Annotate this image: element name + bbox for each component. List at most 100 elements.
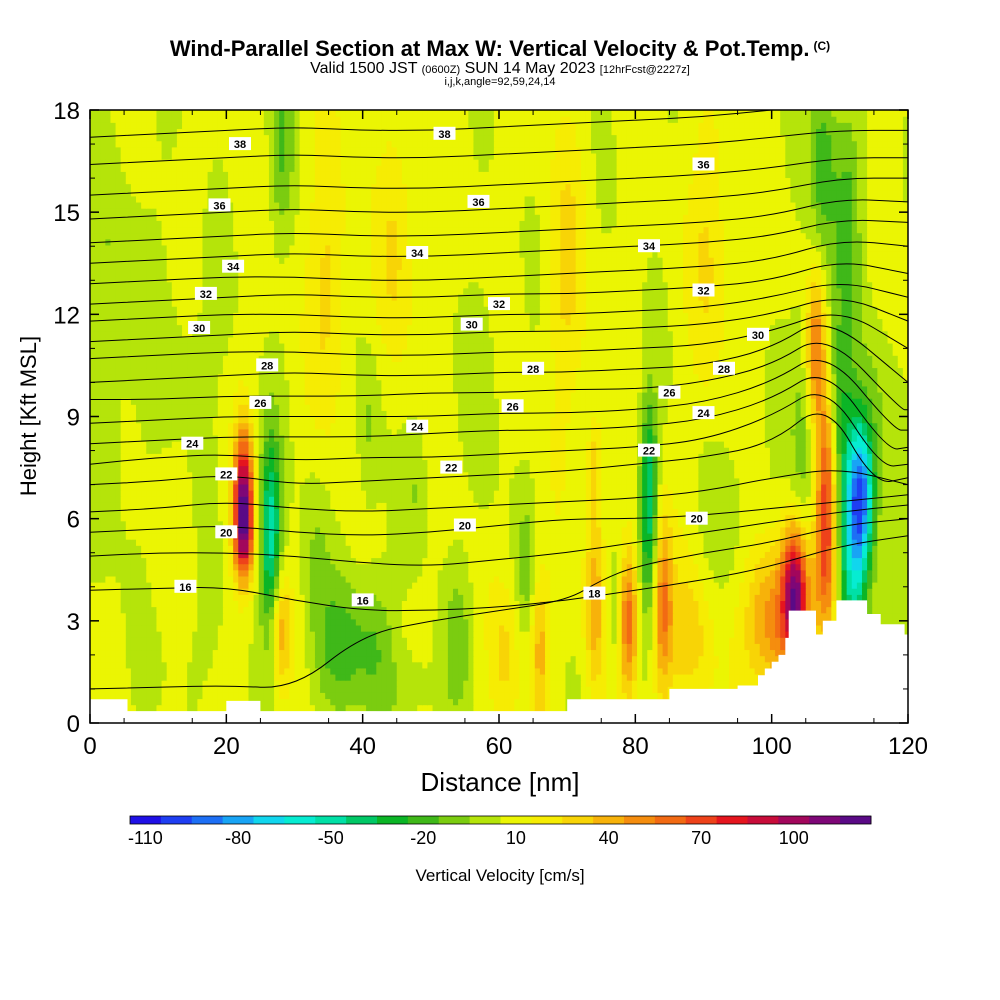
heatmap-cell	[187, 698, 193, 706]
heatmap-cell	[330, 637, 336, 644]
heatmap-cell	[447, 532, 454, 540]
heatmap-cell	[790, 600, 797, 608]
heatmap-cell	[601, 673, 607, 681]
heatmap-cell	[161, 575, 168, 583]
heatmap-cell	[478, 686, 485, 693]
heatmap-cell	[233, 539, 239, 546]
heatmap-cell	[606, 673, 613, 681]
heatmap-cell	[156, 667, 163, 675]
heatmap-cell	[391, 649, 398, 657]
heatmap-cell	[463, 686, 469, 693]
heatmap-cell	[105, 569, 112, 577]
heatmap-cell	[601, 655, 607, 663]
heatmap-cell	[207, 624, 214, 632]
heatmap-cell	[851, 545, 858, 552]
heatmap-cell	[391, 545, 398, 552]
heatmap-cell	[386, 673, 393, 681]
heatmap-cell	[677, 661, 684, 669]
heatmap-cell	[688, 545, 694, 552]
heatmap-cell	[795, 551, 802, 559]
heatmap-cell	[412, 698, 418, 706]
heatmap-cell	[672, 667, 679, 675]
heatmap-cell	[217, 582, 224, 589]
heatmap-cell	[202, 532, 209, 540]
heatmap-cell	[294, 588, 301, 595]
heatmap-cell	[442, 594, 449, 601]
heatmap-cell	[401, 563, 408, 571]
heatmap-cell	[166, 692, 173, 700]
heatmap-cell	[734, 631, 740, 638]
heatmap-cell	[335, 655, 342, 663]
heatmap-cell	[652, 606, 659, 614]
heatmap-cell	[452, 680, 459, 687]
heatmap-cell	[355, 692, 362, 700]
heatmap-cell	[887, 563, 894, 571]
heatmap-cell	[693, 557, 699, 565]
heatmap-cell	[555, 563, 561, 571]
heatmap-cell	[729, 661, 735, 669]
heatmap-cell	[182, 594, 188, 601]
heatmap-cell	[652, 637, 659, 644]
heatmap-cell	[555, 686, 561, 693]
heatmap-cell	[795, 545, 802, 552]
heatmap-cell	[478, 575, 485, 583]
heatmap-cell	[110, 624, 117, 632]
heatmap-cell	[749, 545, 756, 552]
heatmap-cell	[683, 539, 689, 546]
heatmap-cell	[560, 606, 567, 614]
heatmap-cell	[304, 594, 311, 601]
heatmap-cell	[299, 649, 306, 657]
heatmap-cell	[366, 673, 372, 681]
heatmap-cell	[171, 661, 178, 669]
heatmap-cell	[233, 618, 239, 626]
heatmap-cell	[723, 673, 730, 681]
heatmap-cell	[504, 661, 510, 669]
heatmap-cell	[289, 667, 296, 675]
heatmap-cell	[141, 649, 147, 657]
heatmap-cell	[877, 557, 884, 565]
heatmap-cell	[427, 575, 434, 583]
heatmap-cell	[759, 582, 766, 589]
heatmap-cell	[488, 600, 495, 608]
heatmap-cell	[197, 557, 204, 565]
heatmap-cell	[575, 594, 582, 601]
heatmap-cell	[529, 575, 536, 583]
heatmap-cell	[299, 539, 306, 546]
heatmap-cell	[708, 673, 715, 681]
heatmap-cell	[524, 643, 531, 651]
heatmap-cell	[698, 673, 705, 681]
heatmap-cell	[427, 655, 434, 663]
heatmap-cell	[330, 600, 336, 608]
heatmap-cell	[442, 569, 449, 577]
heatmap-cell	[703, 637, 710, 644]
heatmap-cell	[723, 612, 730, 620]
heatmap-cell	[309, 532, 316, 540]
heatmap-cell	[115, 600, 122, 608]
heatmap-cell	[243, 606, 250, 614]
heatmap-cell	[887, 612, 894, 620]
heatmap-cell	[166, 686, 173, 693]
heatmap-cell	[550, 588, 556, 595]
heatmap-cell	[616, 612, 623, 620]
heatmap-cell	[836, 594, 843, 601]
heatmap-cell	[176, 631, 183, 638]
heatmap-cell	[294, 606, 301, 614]
heatmap-cell	[366, 624, 372, 632]
heatmap-cell	[100, 575, 106, 583]
heatmap-cell	[703, 649, 710, 657]
heatmap-cell	[325, 704, 331, 712]
heatmap-cell	[335, 637, 342, 644]
heatmap-cell	[729, 612, 735, 620]
heatmap-cell	[570, 551, 577, 559]
heatmap-cell	[412, 582, 418, 589]
heatmap-cell	[192, 643, 198, 651]
heatmap-cell	[861, 575, 868, 583]
heatmap-cell	[524, 532, 531, 540]
heatmap-cell	[488, 667, 495, 675]
heatmap-cell	[780, 594, 786, 601]
heatmap-cell	[299, 692, 306, 700]
heatmap-cell	[754, 624, 761, 632]
heatmap-cell	[156, 686, 163, 693]
heatmap-cell	[488, 631, 495, 638]
heatmap-cell	[396, 557, 403, 565]
